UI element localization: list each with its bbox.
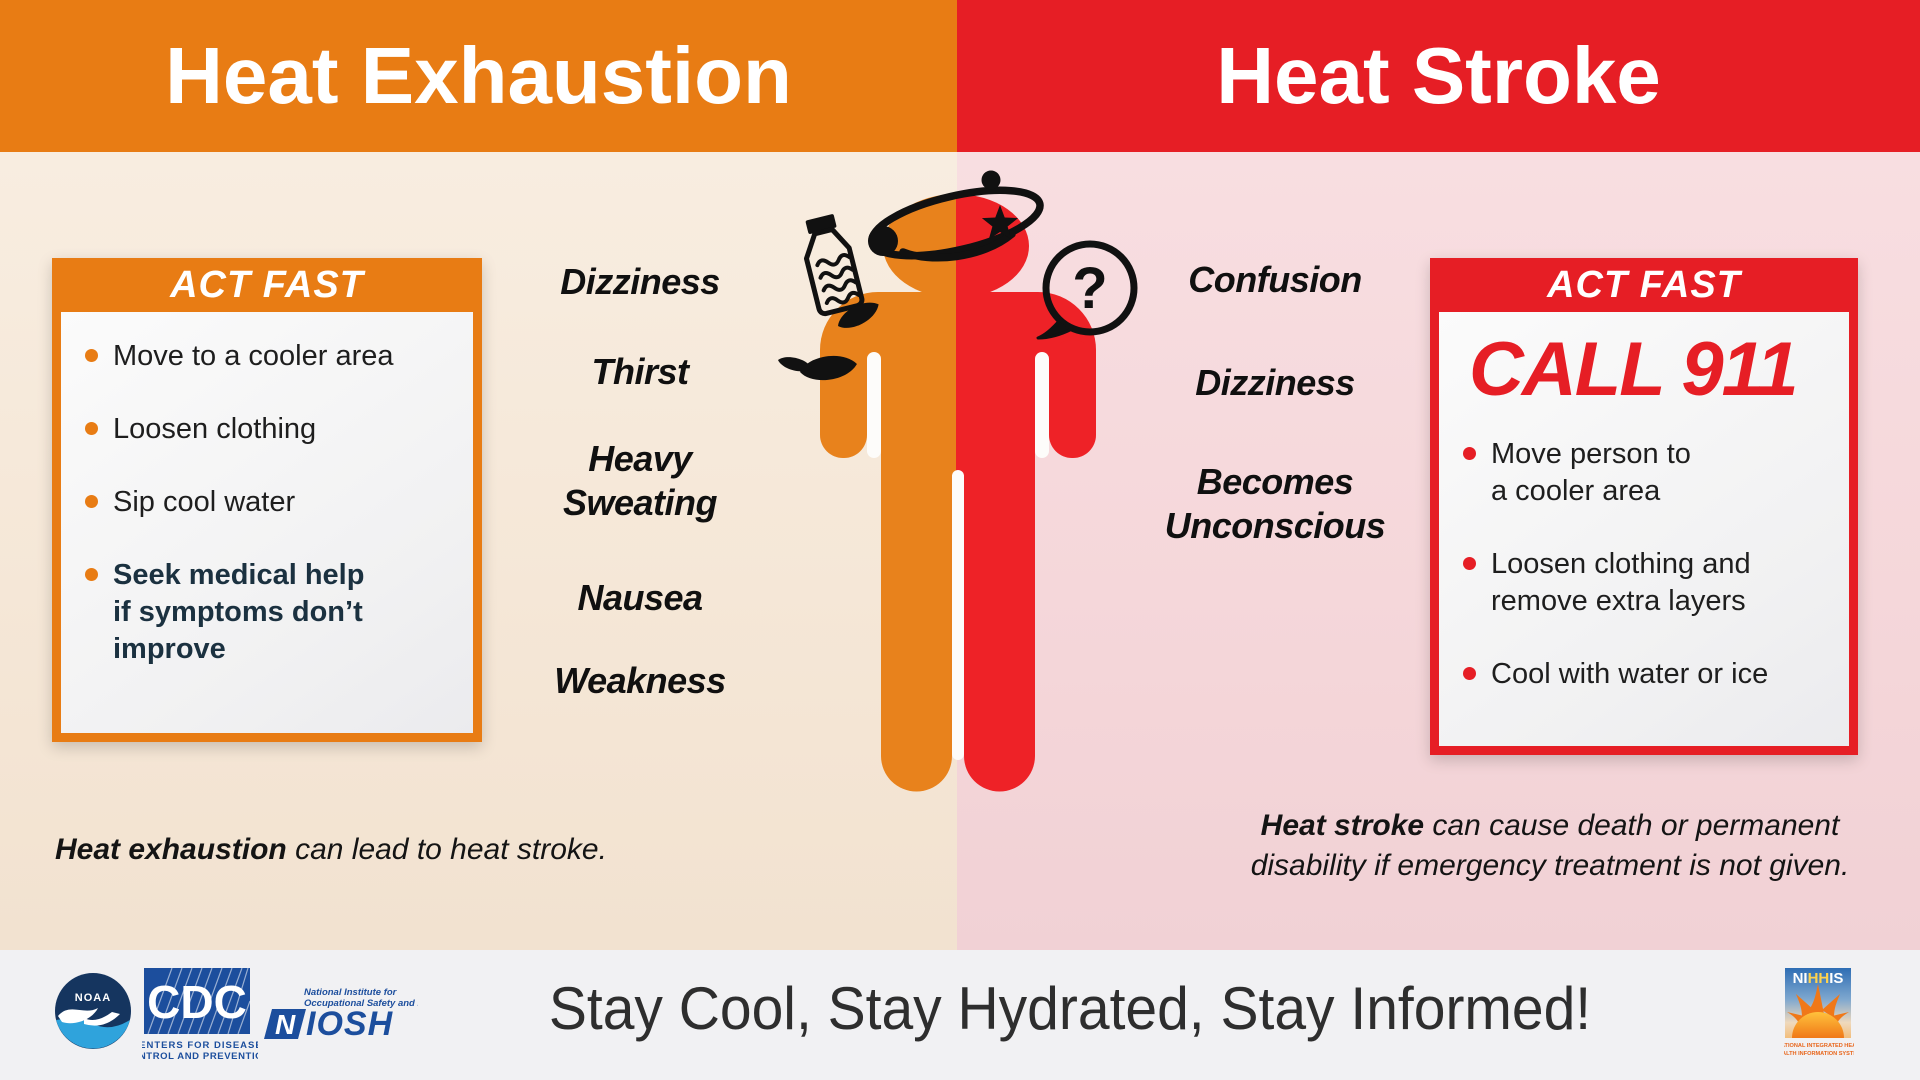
heat-exhaustion-act-fast-box: ACT FAST Move to a cooler area Loosen cl… bbox=[52, 258, 482, 742]
act-fast-band: ACT FAST bbox=[52, 258, 482, 312]
noaa-logo-icon: NOAA bbox=[55, 973, 131, 1049]
bullet-dot bbox=[1463, 557, 1476, 570]
act-fast-content: Move to a cooler area Loosen clothing Si… bbox=[61, 312, 473, 733]
bullet-dot bbox=[1463, 447, 1476, 460]
act-fast-label: ACT FAST bbox=[170, 263, 364, 306]
symptom-thirst: Thirst bbox=[591, 351, 689, 392]
cdc-subtext-2: CONTROL AND PREVENTION bbox=[142, 1051, 258, 1062]
footer-bar bbox=[0, 950, 1920, 1080]
footer-tagline: Stay Cool, Stay Hydrated, Stay Informed! bbox=[548, 975, 1592, 1042]
niosh-iosh: IOSH bbox=[306, 1005, 394, 1041]
heat-stroke-note: Heat stroke can cause death or permanent… bbox=[1250, 809, 1850, 882]
list-item: Loosen clothing bbox=[85, 411, 457, 448]
act-fast-band: ACT FAST bbox=[1430, 258, 1858, 312]
cdc-label: CDC bbox=[147, 976, 247, 1028]
heat-stroke-header: Heat Stroke bbox=[957, 0, 1920, 152]
symptom-dizziness-right: Dizziness bbox=[1195, 362, 1355, 403]
bullet-dot bbox=[1463, 667, 1476, 680]
nihhis-subtext-1: NATIONAL INTEGRATED HEAT bbox=[1784, 1043, 1854, 1049]
heat-stroke-act-fast-box: ACT FAST CALL 911 Move person to a coole… bbox=[1430, 258, 1858, 755]
bullet-dot bbox=[85, 495, 98, 508]
nihhis-part3: IS bbox=[1829, 970, 1843, 987]
symptom-dizziness: Dizziness bbox=[560, 261, 720, 302]
symptom-weakness: Weakness bbox=[554, 660, 726, 701]
act-fast-content: CALL 911 Move person to a cooler area Lo… bbox=[1439, 312, 1849, 746]
act-fast-label: ACT FAST bbox=[1547, 263, 1741, 306]
heat-stroke-title: Heat Stroke bbox=[1216, 31, 1661, 120]
symptom-nausea: Nausea bbox=[577, 577, 703, 618]
bullet-dot bbox=[85, 568, 98, 581]
symptom-confusion: Confusion bbox=[1188, 259, 1362, 300]
heat-exhaustion-header: Heat Exhaustion bbox=[0, 0, 957, 152]
list-item: Seek medical help if symptoms don’t impr… bbox=[85, 557, 457, 668]
bullet-dot bbox=[85, 422, 98, 435]
list-item: Move person to a cooler area bbox=[1463, 436, 1833, 510]
call-911-text: CALL 911 bbox=[1469, 327, 1799, 412]
list-item: Cool with water or ice bbox=[1463, 656, 1833, 693]
list-item: Move to a cooler area bbox=[85, 338, 457, 375]
niosh-subtext-2: Occupational Safety and Health bbox=[304, 998, 418, 1009]
svg-text:NIHHIS: NIHHIS bbox=[1793, 970, 1844, 987]
niosh-logo-icon: National Institute for Occupational Safe… bbox=[264, 987, 418, 1041]
niosh-n: N bbox=[275, 1009, 296, 1040]
list-item: Loosen clothing and remove extra layers bbox=[1463, 546, 1833, 620]
noaa-label: NOAA bbox=[75, 992, 111, 1004]
heat-exhaustion-title: Heat Exhaustion bbox=[165, 31, 792, 120]
symptom-heavy-sweating: Heavy Sweating bbox=[562, 438, 718, 523]
heat-exhaustion-note: Heat exhaustion can lead to heat stroke. bbox=[55, 833, 607, 866]
nihhis-part1: NI bbox=[1793, 970, 1808, 987]
niosh-subtext-1: National Institute for bbox=[304, 987, 398, 998]
symptom-becomes-unconscious: Becomes Unconscious bbox=[1164, 461, 1386, 546]
bullet-dot bbox=[85, 349, 98, 362]
nihhis-part2: HH bbox=[1808, 970, 1830, 987]
list-item: Sip cool water bbox=[85, 484, 457, 521]
